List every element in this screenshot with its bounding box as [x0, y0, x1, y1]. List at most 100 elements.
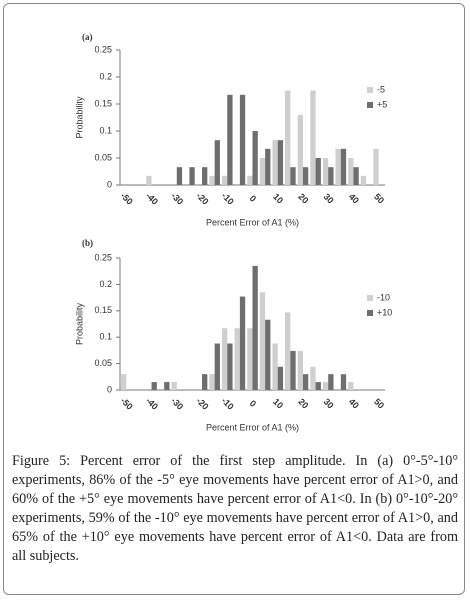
bar — [272, 140, 278, 185]
x-tick-label: 40 — [347, 396, 361, 410]
x-tick-label: -40 — [144, 190, 160, 206]
bar — [277, 366, 284, 390]
bar — [315, 382, 321, 390]
panel-label: (b) — [82, 238, 93, 248]
bar — [272, 343, 278, 390]
legend-swatch — [367, 87, 373, 93]
caption-label: Figure 5: — [12, 453, 71, 469]
y-tick-label: 0.2 — [99, 71, 112, 81]
bar — [360, 175, 367, 185]
bar — [348, 158, 354, 185]
bar — [252, 131, 258, 185]
x-tick-label: 10 — [271, 396, 285, 410]
y-tick-label: 0.05 — [94, 358, 112, 368]
bar — [171, 382, 177, 390]
legend-label: +5 — [377, 99, 387, 109]
legend-label: +10 — [377, 307, 392, 317]
bar — [247, 175, 253, 185]
bar — [227, 94, 233, 185]
bar — [373, 148, 379, 185]
bar — [340, 374, 347, 390]
x-tick-label: -40 — [144, 395, 160, 411]
x-axis-label: Percent Error of A1 (%) — [206, 422, 299, 432]
bar — [176, 167, 183, 185]
bar — [265, 319, 271, 390]
bar — [290, 350, 296, 390]
bar — [164, 382, 170, 390]
bar — [297, 114, 303, 185]
y-tick-label: 0.1 — [99, 332, 112, 342]
bar — [227, 343, 233, 390]
bar — [340, 148, 347, 185]
bar — [234, 328, 240, 390]
y-axis-label: Probability — [74, 302, 84, 345]
bar — [209, 374, 215, 390]
y-tick-label: 0 — [107, 179, 112, 189]
bar — [202, 167, 208, 185]
x-tick-label: 0 — [248, 193, 259, 204]
x-tick-label: 30 — [322, 191, 336, 205]
y-tick-label: 0 — [107, 384, 112, 394]
bar — [302, 167, 309, 185]
bar — [335, 148, 341, 185]
bar — [252, 265, 258, 390]
x-tick-label: -30 — [169, 190, 185, 206]
caption: Figure 5: Percent error of the first ste… — [12, 452, 458, 566]
bar — [151, 382, 157, 390]
y-tick-label: 0.1 — [99, 125, 112, 135]
bar — [239, 296, 246, 390]
bar — [221, 328, 228, 390]
x-tick-label: -50 — [119, 395, 135, 411]
bar — [277, 140, 284, 185]
x-tick-label: -10 — [220, 395, 236, 411]
bar — [328, 374, 334, 390]
legend-swatch — [367, 295, 373, 301]
bar — [310, 366, 316, 390]
bar — [209, 175, 215, 185]
x-tick-label: -50 — [119, 190, 135, 206]
bar — [214, 140, 220, 185]
bar — [322, 382, 329, 390]
legend-swatch — [367, 102, 373, 108]
bar — [265, 148, 271, 185]
bar — [290, 167, 296, 185]
bar — [285, 90, 291, 185]
bar — [259, 158, 266, 185]
x-tick-label: 10 — [271, 191, 285, 205]
bar — [189, 167, 195, 185]
bar — [146, 175, 152, 185]
legend-label: -10 — [377, 292, 390, 302]
panel-label: (a) — [82, 32, 93, 42]
bar — [302, 374, 309, 390]
x-tick-label: -30 — [169, 395, 185, 411]
x-tick-label: 20 — [296, 396, 310, 410]
x-tick-label: -20 — [194, 395, 210, 411]
bar — [121, 374, 127, 390]
figure-frame — [3, 3, 465, 595]
x-tick-label: -10 — [220, 190, 236, 206]
x-tick-label: 0 — [248, 398, 259, 409]
legend-swatch — [367, 310, 373, 316]
y-tick-label: 0.15 — [94, 98, 112, 108]
x-tick-label: 30 — [322, 396, 336, 410]
x-tick-label: 40 — [347, 191, 361, 205]
bar — [285, 312, 291, 390]
bar — [247, 328, 253, 390]
bar — [239, 94, 246, 185]
bar — [221, 175, 228, 185]
figure-charts: (a) 0 0.05 0.1 0.15 0.2 0.25 Probability Percent… — [74, 32, 392, 432]
x-axis-label: Percent Error of A1 (%) — [206, 217, 299, 227]
x-tick-label: -20 — [194, 190, 210, 206]
bar — [297, 350, 303, 390]
legend-label: -5 — [377, 84, 385, 94]
y-tick-label: 0.25 — [94, 252, 112, 262]
bar — [348, 382, 354, 390]
x-tick-label: 50 — [372, 396, 386, 410]
y-tick-label: 0.2 — [99, 279, 112, 289]
y-axis-label: Probability — [74, 96, 84, 139]
bar — [214, 343, 220, 390]
bar — [315, 158, 321, 185]
bar — [328, 167, 334, 185]
bar — [259, 292, 266, 390]
bar — [353, 167, 359, 185]
